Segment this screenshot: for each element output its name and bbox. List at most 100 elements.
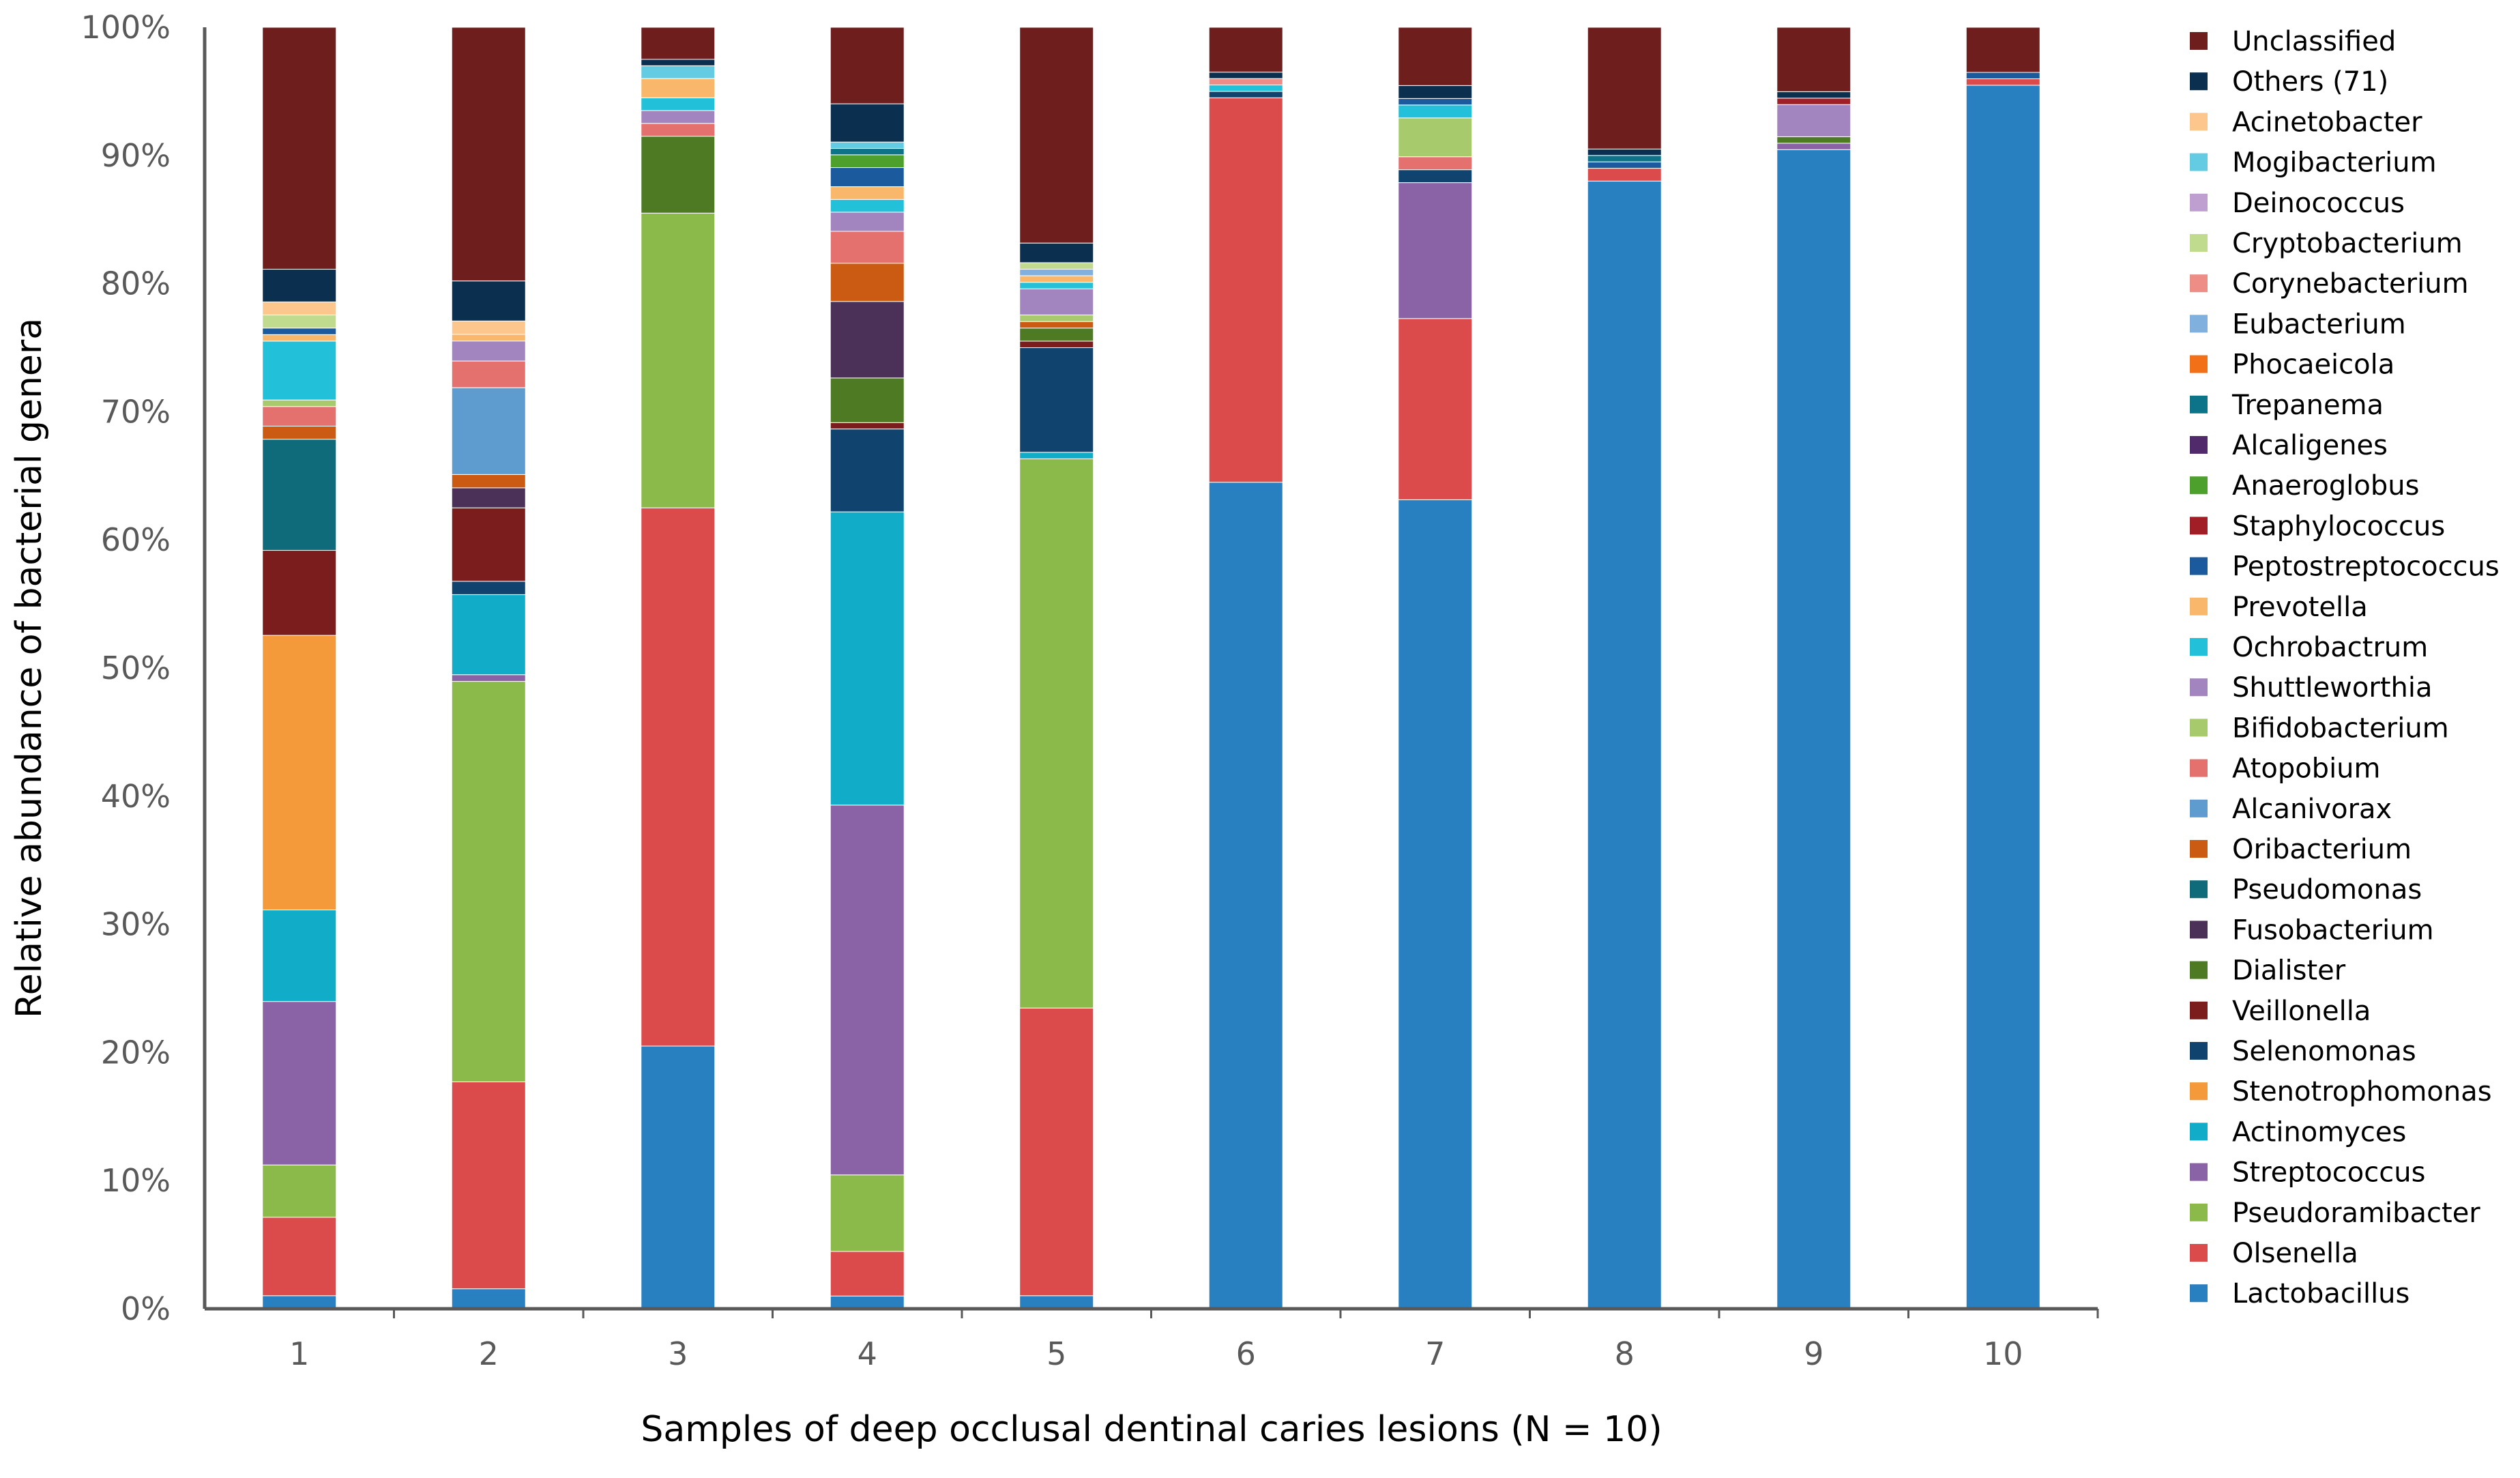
bar-segment [641, 110, 716, 124]
bar-segment [830, 429, 905, 512]
bar-segment [1208, 97, 1283, 483]
legend-item: Fusobacterium [2190, 914, 2434, 946]
y-tick-label: 100% [80, 9, 171, 46]
legend-item: Corynebacterium [2190, 268, 2469, 300]
legend-swatch [2190, 1122, 2208, 1141]
legend-item: Selenomonas [2190, 1036, 2416, 1067]
legend-label: Shuttleworthia [2232, 672, 2432, 704]
legend-swatch [2190, 395, 2208, 414]
bar-segment [641, 212, 716, 508]
bar-segment [1208, 91, 1283, 98]
bar-segment [641, 65, 716, 79]
bar-segment [1019, 1295, 1094, 1309]
bar-segment [641, 1045, 716, 1309]
bar-segment [262, 301, 337, 316]
bar-segment [830, 1251, 905, 1296]
bar-segment [641, 97, 716, 111]
legend-swatch [2190, 799, 2208, 817]
legend-swatch [2190, 517, 2208, 535]
bar-segment [451, 334, 526, 342]
legend-label: Oribacterium [2232, 834, 2412, 865]
legend-swatch [2190, 274, 2208, 293]
legend-label: Olsenella [2232, 1238, 2358, 1269]
legend-label: Bifidobacterium [2232, 712, 2449, 744]
bar-segment [451, 474, 526, 489]
bar-segment [830, 263, 905, 302]
bar-segment [641, 78, 716, 98]
bar-segment [1398, 156, 1473, 171]
legend-swatch [2190, 234, 2208, 252]
bar-segment [830, 186, 905, 200]
bar-segment [262, 439, 337, 551]
bar-segment [1019, 458, 1094, 1009]
y-tick-label: 60% [101, 521, 171, 558]
x-tick-label: 5 [1046, 1335, 1066, 1372]
legend-swatch [2190, 759, 2208, 777]
bar-segment [1776, 149, 1851, 1309]
legend-swatch [2190, 921, 2208, 939]
legend-item: Unclassified [2190, 26, 2396, 57]
bar-segment [1587, 155, 1662, 162]
bar-stack-7 [1398, 27, 1473, 1309]
legend-label: Pseudoramibacter [2232, 1198, 2480, 1229]
legend-label: Deinococcus [2232, 188, 2405, 219]
x-tick-label: 4 [858, 1335, 877, 1372]
bar-segment [830, 199, 905, 213]
bar-segment [1398, 318, 1473, 500]
legend-swatch [2190, 678, 2208, 697]
bar-segment [641, 123, 716, 137]
bar-segment [1208, 85, 1283, 92]
bar-segment [830, 422, 905, 430]
bar-segment [830, 103, 905, 143]
y-tick-label: 20% [101, 1034, 171, 1071]
bar-segment [1587, 180, 1662, 1309]
legend-swatch [2190, 1203, 2208, 1221]
bar-segment [1019, 321, 1094, 329]
bar-segment [1398, 182, 1473, 319]
legend-swatch [2190, 880, 2208, 899]
bar-segment [451, 27, 526, 282]
bar-segment [1019, 262, 1094, 270]
legend-label: Actinomyces [2232, 1116, 2406, 1148]
bar-segment [1019, 282, 1094, 289]
bar-segment [1019, 269, 1094, 276]
legend-label: Unclassified [2232, 26, 2396, 57]
bar-segment [1208, 27, 1283, 73]
bar-segment [262, 1001, 337, 1165]
bar-segment [1965, 27, 2040, 73]
bar-segment [262, 635, 337, 911]
bar-stack-8 [1587, 27, 1662, 1309]
legend-item: Alcanivorax [2190, 794, 2392, 825]
x-axis-title: Samples of deep occlusal dentinal caries… [641, 1409, 1662, 1450]
bar-segment [830, 1295, 905, 1309]
legend-item: Others (71) [2190, 66, 2388, 98]
bar-segment [1587, 148, 1662, 156]
bar-segment [1398, 104, 1473, 119]
bar-segment [1208, 482, 1283, 1309]
legend-item: Phocaeicola [2190, 349, 2394, 381]
legend-item: Peptostreptococcus [2190, 551, 2500, 583]
bar-segment [830, 301, 905, 379]
bar-segment [451, 487, 526, 508]
bar-segment [830, 167, 905, 188]
legend-label: Streptococcus [2232, 1157, 2425, 1189]
bar-segment [1587, 27, 1662, 149]
bar-stack-10 [1965, 27, 2040, 1309]
bar-segment [830, 27, 905, 104]
legend-swatch [2190, 72, 2208, 91]
bar-segment [262, 425, 337, 440]
bar-segment [451, 674, 526, 682]
bar-segment [830, 148, 905, 156]
bar-segment [451, 280, 526, 321]
legend-swatch [2190, 961, 2208, 979]
legend: Unclassified Others (71) Acinetobacter Mogi… [2190, 26, 2500, 1309]
bar-segment [262, 334, 337, 342]
bar-segment [1398, 117, 1473, 158]
bar-segment [830, 231, 905, 264]
legend-label: Pseudomonas [2232, 874, 2422, 905]
legend-swatch [2190, 153, 2208, 171]
legend-item: Bifidobacterium [2190, 712, 2449, 744]
legend-label: Peptostreptococcus [2232, 551, 2500, 583]
y-tick-label: 40% [101, 778, 171, 815]
